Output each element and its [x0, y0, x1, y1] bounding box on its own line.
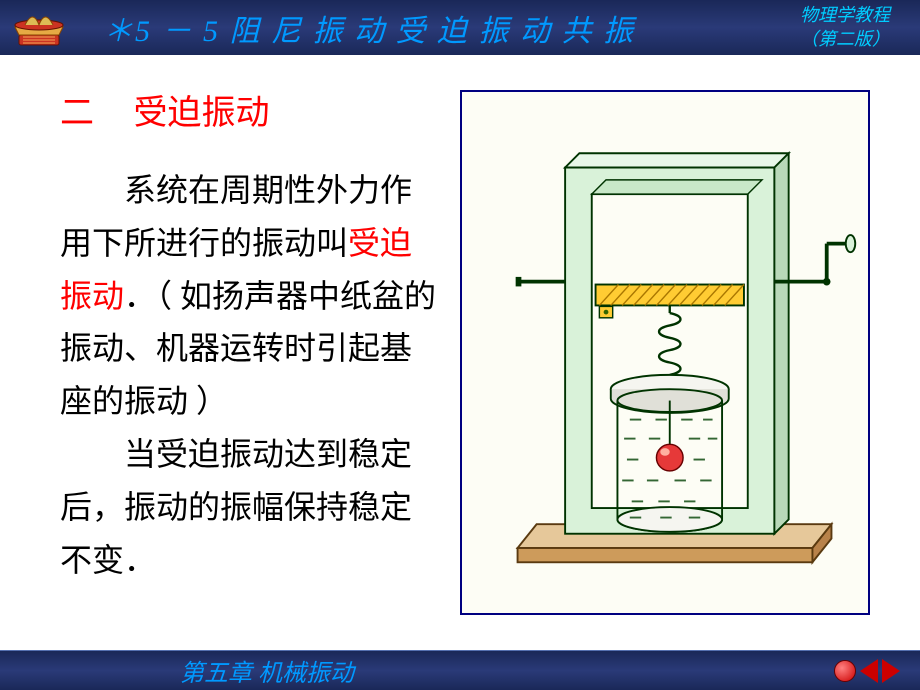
- header-emblem-icon: [5, 5, 73, 50]
- chapter-title: ＊5 － 5 阻 尼 振 动 受 迫 振 动 共 振: [73, 6, 800, 50]
- paragraph-1: 系统在周期性外力作用下所进行的振动叫受迫振动．（ 如扬声器中纸盆的振动、机器运转…: [60, 164, 440, 428]
- section-number: 二: [60, 94, 94, 132]
- diagram-column: [450, 85, 880, 620]
- section-heading: 二 受迫振动: [60, 85, 440, 134]
- diagram-frame: [460, 90, 870, 615]
- nav-home-icon[interactable]: [834, 660, 856, 682]
- slide-header: ＊5 － 5 阻 尼 振 动 受 迫 振 动 共 振 物理学教程 （第二版）: [0, 0, 920, 55]
- book-title: 物理学教程 （第二版）: [800, 4, 920, 51]
- nav-prev-icon[interactable]: [860, 659, 878, 683]
- slide-footer: 第五章 机械振动: [0, 650, 920, 690]
- section-name: 受迫振动: [133, 94, 269, 132]
- apparatus-diagram: [470, 103, 860, 603]
- book-title-line1: 物理学教程: [800, 4, 890, 27]
- slide-content: 二 受迫振动 系统在周期性外力作用下所进行的振动叫受迫振动．（ 如扬声器中纸盆的…: [0, 55, 920, 630]
- book-title-line2: （第二版）: [800, 28, 890, 51]
- nav-next-icon[interactable]: [882, 659, 900, 683]
- footer-chapter: 第五章 机械振动: [0, 653, 834, 688]
- text-column: 二 受迫振动 系统在周期性外力作用下所进行的振动叫受迫振动．（ 如扬声器中纸盆的…: [20, 85, 450, 620]
- nav-controls: [834, 659, 920, 683]
- paragraph-2: 当受迫振动达到稳定后，振动的振幅保持稳定不变．: [60, 428, 440, 586]
